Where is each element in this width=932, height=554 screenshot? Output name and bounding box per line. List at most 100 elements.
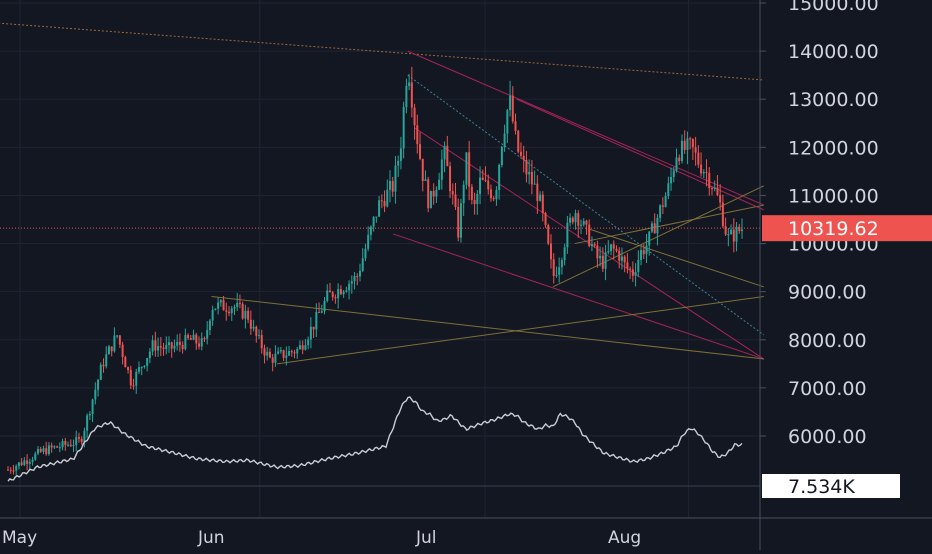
time-axis[interactable]: May Jun Jul Aug bbox=[2, 528, 641, 548]
candle bbox=[509, 80, 512, 117]
candle bbox=[331, 290, 334, 301]
trendline[interactable] bbox=[276, 295, 764, 365]
candle bbox=[110, 346, 113, 357]
candle bbox=[721, 194, 724, 228]
candle bbox=[637, 250, 640, 278]
candle bbox=[713, 180, 716, 192]
candle bbox=[492, 196, 495, 202]
candle bbox=[151, 335, 154, 356]
candle bbox=[124, 355, 127, 368]
candle bbox=[503, 124, 506, 152]
trendline[interactable] bbox=[516, 98, 765, 211]
candle bbox=[590, 236, 593, 252]
candle bbox=[88, 411, 91, 421]
candle bbox=[435, 186, 438, 204]
candle bbox=[12, 464, 15, 475]
candle bbox=[282, 349, 285, 362]
candle bbox=[519, 142, 522, 159]
candle bbox=[405, 78, 408, 114]
candle bbox=[296, 346, 299, 359]
candle bbox=[697, 145, 700, 168]
candle bbox=[233, 304, 236, 316]
candle bbox=[443, 141, 446, 173]
candle bbox=[173, 339, 176, 353]
candle bbox=[735, 222, 738, 252]
candle bbox=[394, 156, 397, 204]
candle bbox=[203, 336, 206, 343]
trendline[interactable] bbox=[393, 233, 764, 360]
candle bbox=[555, 266, 558, 278]
candle bbox=[140, 366, 143, 376]
trendline[interactable] bbox=[0, 22, 764, 81]
candle bbox=[369, 225, 372, 241]
candle bbox=[192, 329, 195, 341]
price-axis[interactable]: 6000.007000.008000.009000.0010000.001100… bbox=[760, 0, 879, 448]
candle bbox=[350, 275, 353, 294]
candle bbox=[94, 382, 97, 405]
candle bbox=[549, 234, 552, 269]
candle bbox=[618, 247, 621, 269]
price-tick-label: 13000.00 bbox=[788, 89, 879, 111]
candle bbox=[137, 361, 140, 375]
candle bbox=[307, 336, 310, 350]
candle bbox=[288, 345, 291, 357]
candle bbox=[498, 163, 501, 200]
candle bbox=[580, 219, 583, 235]
candle bbox=[69, 439, 72, 448]
candle bbox=[708, 167, 711, 196]
candle bbox=[569, 213, 572, 227]
candle bbox=[710, 186, 713, 196]
candle bbox=[154, 331, 157, 357]
candle bbox=[187, 333, 190, 340]
candle bbox=[26, 454, 29, 471]
candle bbox=[159, 336, 162, 357]
candle bbox=[544, 211, 547, 228]
candle bbox=[67, 441, 70, 447]
trendline[interactable] bbox=[407, 50, 765, 206]
candle bbox=[83, 427, 86, 448]
candle bbox=[241, 301, 244, 320]
candle bbox=[77, 432, 80, 443]
candle bbox=[358, 263, 361, 282]
candle bbox=[23, 457, 26, 467]
candle bbox=[260, 329, 263, 354]
candle bbox=[176, 334, 179, 351]
time-tick-label: May bbox=[2, 528, 37, 548]
candle bbox=[118, 334, 121, 349]
candle bbox=[451, 183, 454, 205]
candle bbox=[364, 243, 367, 262]
candle bbox=[219, 298, 222, 307]
candle bbox=[170, 341, 173, 358]
candle bbox=[143, 365, 146, 369]
trendline[interactable] bbox=[552, 185, 765, 288]
candle bbox=[132, 378, 135, 390]
candle bbox=[285, 346, 288, 366]
candle bbox=[577, 210, 580, 238]
candle bbox=[157, 337, 160, 357]
volume-line bbox=[7, 396, 743, 482]
candle bbox=[37, 446, 40, 456]
candle bbox=[386, 179, 389, 208]
price-tick-label: 6000.00 bbox=[788, 426, 867, 448]
price-tick-label: 7000.00 bbox=[788, 378, 867, 400]
candle bbox=[64, 437, 67, 451]
candle bbox=[438, 172, 441, 191]
candle bbox=[631, 261, 634, 282]
trendline[interactable] bbox=[589, 228, 764, 288]
candle bbox=[225, 302, 228, 321]
price-tick-label: 12000.00 bbox=[788, 137, 879, 159]
trendline[interactable] bbox=[407, 74, 765, 336]
candle bbox=[653, 213, 656, 234]
candle bbox=[732, 218, 735, 253]
candle bbox=[356, 273, 359, 286]
candle bbox=[86, 413, 89, 439]
candle bbox=[61, 438, 64, 451]
candle bbox=[271, 353, 274, 372]
trendline[interactable] bbox=[574, 204, 764, 245]
candle bbox=[533, 170, 536, 185]
trendline[interactable] bbox=[211, 295, 764, 360]
candle bbox=[214, 308, 217, 311]
candle bbox=[75, 430, 78, 452]
candle bbox=[397, 155, 400, 177]
